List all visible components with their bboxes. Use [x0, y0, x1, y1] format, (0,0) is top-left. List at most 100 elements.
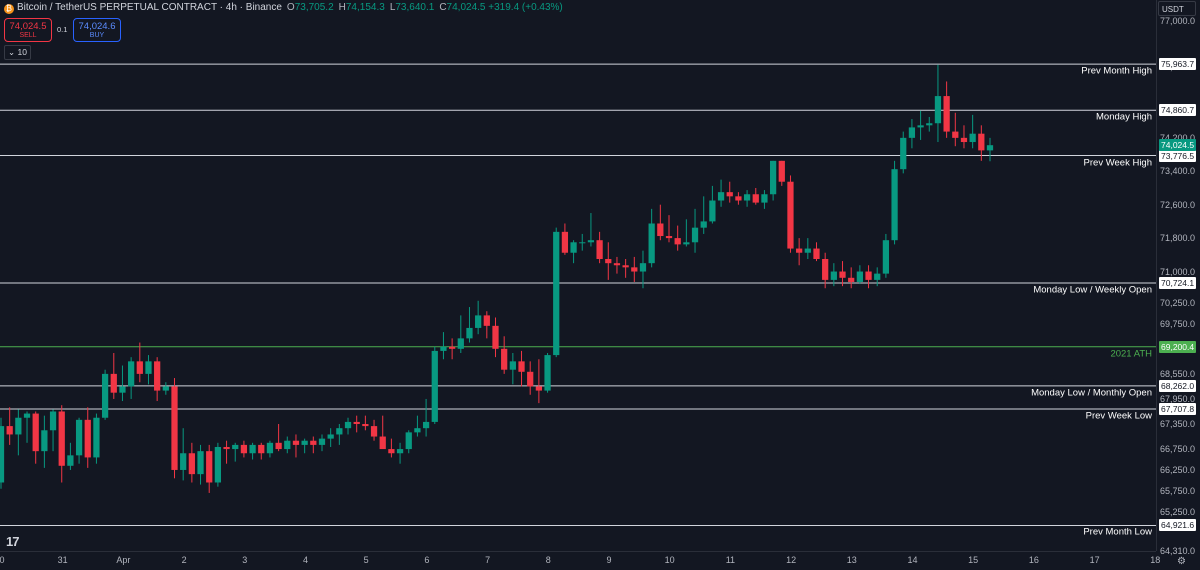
candle-up[interactable]	[648, 208, 655, 268]
candle-up[interactable]	[579, 233, 586, 251]
candle-down[interactable]	[240, 440, 248, 458]
candle-up[interactable]	[232, 442, 239, 462]
candle-up[interactable]	[197, 444, 204, 485]
candle-up[interactable]	[214, 442, 222, 487]
currency-selector[interactable]: USDT	[1158, 1, 1196, 16]
candle-up[interactable]	[544, 352, 551, 393]
candle-up[interactable]	[804, 238, 811, 259]
candle-up[interactable]	[466, 307, 473, 343]
candle-up[interactable]	[128, 357, 135, 399]
time-axis[interactable]: 0 31 Apr 2 3 4 5 6 7 8 9 10 11 12 13 14 15 16 17 18	[0, 551, 1160, 570]
candle-down[interactable]	[865, 265, 872, 289]
candle-down[interactable]	[778, 160, 785, 186]
candle-up[interactable]	[769, 160, 777, 201]
candle-down[interactable]	[258, 442, 265, 460]
candle-down[interactable]	[58, 405, 65, 483]
buy-button[interactable]: 74,024.6 BUY	[73, 18, 121, 42]
candle-up[interactable]	[405, 430, 412, 454]
candle-down[interactable]	[631, 256, 638, 282]
candle-up[interactable]	[882, 233, 890, 278]
candle-down[interactable]	[292, 434, 300, 458]
candle-up[interactable]	[336, 424, 343, 445]
candle-up[interactable]	[15, 409, 22, 456]
candle-down[interactable]	[613, 256, 621, 274]
candle-down[interactable]	[813, 242, 820, 262]
candle-up[interactable]	[119, 365, 126, 402]
candle-down[interactable]	[483, 311, 490, 339]
candle-up[interactable]	[180, 428, 187, 481]
candle-down[interactable]	[136, 342, 143, 383]
candle-down[interactable]	[310, 436, 317, 454]
candle-up[interactable]	[440, 332, 447, 360]
volume-toggle[interactable]: ⌄ 10	[4, 45, 31, 60]
candle-up[interactable]	[475, 300, 482, 335]
candle-down[interactable]	[501, 336, 508, 374]
candle-down[interactable]	[561, 223, 569, 255]
candle-down[interactable]	[379, 415, 386, 450]
candle-down[interactable]	[388, 438, 395, 458]
candle-up[interactable]	[23, 411, 31, 443]
candle-up[interactable]	[891, 160, 898, 245]
candle-down[interactable]	[952, 112, 959, 147]
candle-up[interactable]	[327, 428, 334, 447]
candle-up[interactable]	[761, 190, 768, 209]
sell-button[interactable]: 74,024.5 SELL	[4, 18, 52, 42]
candle-up[interactable]	[509, 352, 516, 385]
candle-down[interactable]	[822, 252, 829, 289]
candle-down[interactable]	[275, 424, 282, 452]
candle-up[interactable]	[93, 413, 100, 464]
candle-up[interactable]	[553, 227, 560, 358]
gear-icon[interactable]: ⚙	[1177, 556, 1186, 567]
candle-down[interactable]	[535, 359, 543, 404]
candle-down[interactable]	[848, 267, 855, 289]
candle-down[interactable]	[657, 204, 664, 241]
candle-up[interactable]	[101, 369, 109, 420]
candle-down[interactable]	[6, 407, 13, 445]
price-chart[interactable]	[0, 0, 1156, 551]
candle-down[interactable]	[622, 258, 629, 278]
candle-down[interactable]	[726, 181, 733, 203]
candle-up[interactable]	[934, 64, 942, 143]
candle-up[interactable]	[717, 179, 725, 207]
candle-up[interactable]	[145, 355, 152, 385]
candle-up[interactable]	[249, 442, 256, 460]
candle-up[interactable]	[570, 240, 577, 264]
candle-down[interactable]	[188, 442, 195, 483]
candle-up[interactable]	[683, 219, 690, 247]
candle-up[interactable]	[926, 116, 933, 132]
candle-up[interactable]	[743, 190, 751, 207]
candle-down[interactable]	[605, 242, 612, 280]
candle-down[interactable]	[787, 175, 794, 253]
candle-up[interactable]	[0, 417, 5, 489]
candle-down[interactable]	[206, 444, 213, 493]
candle-up[interactable]	[422, 398, 430, 437]
candle-up[interactable]	[587, 213, 595, 247]
candle-up[interactable]	[67, 442, 74, 470]
candle-down[interactable]	[353, 415, 360, 433]
candle-up[interactable]	[457, 315, 464, 353]
candle-down[interactable]	[362, 415, 369, 431]
candle-down[interactable]	[735, 192, 742, 205]
candle-up[interactable]	[917, 110, 924, 140]
candle-down[interactable]	[674, 225, 681, 251]
candle-up[interactable]	[344, 417, 352, 435]
candle-down[interactable]	[978, 125, 985, 161]
chart-area[interactable]: ₿ Bitcoin / TetherUS PERPETUAL CONTRACT ·…	[0, 0, 1156, 551]
candle-up[interactable]	[266, 440, 274, 458]
candle-up[interactable]	[75, 417, 83, 464]
candle-up[interactable]	[969, 114, 976, 149]
candle-up[interactable]	[396, 442, 404, 464]
candle-down[interactable]	[110, 352, 117, 399]
candle-up[interactable]	[874, 267, 881, 287]
candle-up[interactable]	[856, 265, 863, 285]
candle-down[interactable]	[665, 215, 673, 243]
candle-up[interactable]	[691, 208, 699, 253]
candle-up[interactable]	[431, 346, 438, 425]
candle-up[interactable]	[830, 263, 837, 287]
candle-down[interactable]	[154, 357, 161, 402]
candle-up[interactable]	[49, 409, 57, 452]
candle-up[interactable]	[162, 382, 169, 395]
candle-up[interactable]	[700, 196, 707, 234]
candle-down[interactable]	[960, 125, 968, 149]
candle-up[interactable]	[318, 434, 326, 452]
